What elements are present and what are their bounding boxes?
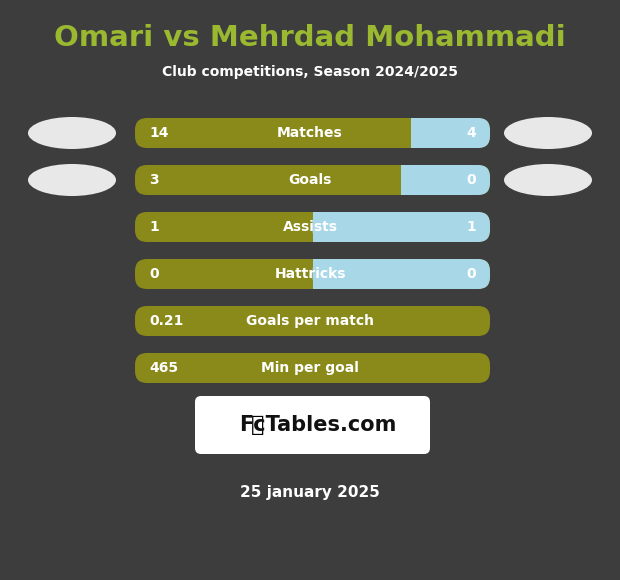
FancyBboxPatch shape bbox=[135, 165, 490, 195]
Text: 1: 1 bbox=[149, 220, 159, 234]
Text: 25 january 2025: 25 january 2025 bbox=[240, 484, 380, 499]
Text: 3: 3 bbox=[149, 173, 159, 187]
FancyBboxPatch shape bbox=[401, 165, 490, 195]
Text: 0: 0 bbox=[466, 267, 476, 281]
FancyBboxPatch shape bbox=[312, 259, 490, 289]
Text: 465: 465 bbox=[149, 361, 178, 375]
Ellipse shape bbox=[504, 164, 592, 196]
Ellipse shape bbox=[28, 117, 116, 149]
Text: Club competitions, Season 2024/2025: Club competitions, Season 2024/2025 bbox=[162, 65, 458, 79]
Text: 📊: 📊 bbox=[251, 415, 264, 435]
FancyBboxPatch shape bbox=[135, 306, 490, 336]
Text: 4: 4 bbox=[466, 126, 476, 140]
Text: FcTables.com: FcTables.com bbox=[239, 415, 396, 435]
Ellipse shape bbox=[28, 164, 116, 196]
Text: 1: 1 bbox=[466, 220, 476, 234]
Text: 0: 0 bbox=[149, 267, 159, 281]
Bar bbox=[401, 165, 425, 195]
Text: Goals: Goals bbox=[288, 173, 332, 187]
Ellipse shape bbox=[504, 117, 592, 149]
Bar bbox=[411, 118, 435, 148]
FancyBboxPatch shape bbox=[135, 118, 490, 148]
FancyBboxPatch shape bbox=[195, 396, 430, 454]
Text: Min per goal: Min per goal bbox=[261, 361, 359, 375]
FancyBboxPatch shape bbox=[135, 259, 490, 289]
Text: 14: 14 bbox=[149, 126, 169, 140]
Text: Omari vs Mehrdad Mohammadi: Omari vs Mehrdad Mohammadi bbox=[54, 24, 566, 52]
Text: 0.21: 0.21 bbox=[149, 314, 184, 328]
FancyBboxPatch shape bbox=[135, 353, 490, 383]
Bar bbox=[312, 212, 337, 242]
FancyBboxPatch shape bbox=[135, 212, 490, 242]
Text: Goals per match: Goals per match bbox=[246, 314, 374, 328]
Bar bbox=[312, 259, 337, 289]
Text: Hattricks: Hattricks bbox=[274, 267, 346, 281]
FancyBboxPatch shape bbox=[411, 118, 490, 148]
Text: 0: 0 bbox=[466, 173, 476, 187]
FancyBboxPatch shape bbox=[312, 212, 490, 242]
Text: Assists: Assists bbox=[283, 220, 337, 234]
Text: Matches: Matches bbox=[277, 126, 343, 140]
